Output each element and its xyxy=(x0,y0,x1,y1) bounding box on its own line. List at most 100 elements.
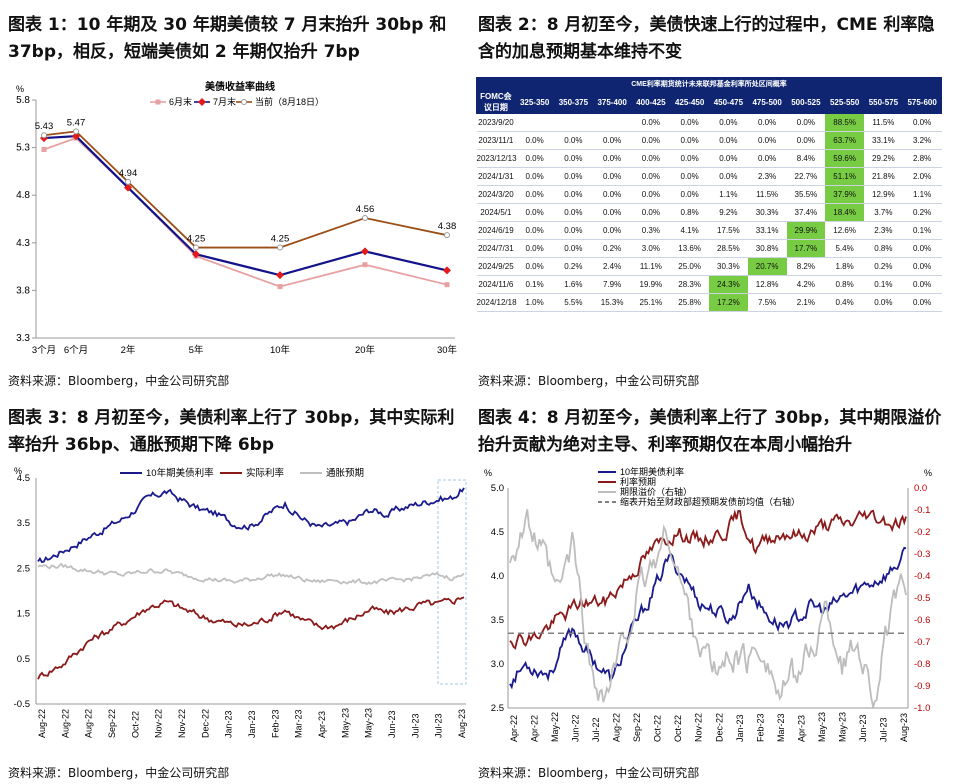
table-cell: 33.1% xyxy=(747,221,787,240)
x-tick-label: Apr-23 xyxy=(796,715,806,742)
x-tick-label: Jan-23 xyxy=(735,714,745,742)
legend-marker xyxy=(198,98,206,106)
table-cell: 13.6% xyxy=(670,239,709,258)
table-cell: 0.0% xyxy=(554,185,593,204)
table-cell: 17.2% xyxy=(709,293,748,312)
y2-tick-label: -0.2 xyxy=(914,527,930,538)
series-line-1 xyxy=(37,596,465,680)
table-row: 2024/6/19 0.0% 0.0% 0.0% 0.3% 4.1% 17.5% 33.1% 2… xyxy=(476,221,942,240)
series-line-0 xyxy=(43,137,448,288)
x-tick-label: Dec-22 xyxy=(714,713,724,742)
data-point xyxy=(192,250,200,259)
legend-label-0: 10年期美债利率 xyxy=(146,467,214,479)
table-cell: 18.4% xyxy=(825,203,864,222)
x-tick-label: Mar-23 xyxy=(776,713,786,742)
table-cell: 0.8% xyxy=(825,275,864,294)
data-point xyxy=(73,128,79,135)
table-cell: 0.2% xyxy=(902,203,942,222)
table-cell: 29.2% xyxy=(864,149,903,168)
column-header: 375-400 xyxy=(592,90,632,114)
x-tick-label: Oct-22 xyxy=(653,715,663,742)
table-cell: 29.9% xyxy=(786,221,826,240)
row-date: 2023/12/13 xyxy=(476,149,517,168)
table-cell: 30.3% xyxy=(709,257,748,276)
x-tick-label: Feb-23 xyxy=(270,709,280,738)
table-row: 2024/11/6 0.1% 1.6% 7.9% 19.9% 28.3% 24.3% 12.8… xyxy=(476,275,942,294)
x-tick-label: 6个月 xyxy=(64,345,88,356)
table-cell: 0.2% xyxy=(864,257,903,276)
table-cell: 28.5% xyxy=(709,239,748,258)
table-cell: 2.3% xyxy=(747,167,787,186)
x-tick-label: May-22 xyxy=(550,712,560,742)
table-cell: 0.0% xyxy=(709,113,748,132)
table-cell: 0.2% xyxy=(554,257,593,276)
table-cell xyxy=(592,113,632,132)
data-point xyxy=(277,244,283,251)
table-cell: 12.8% xyxy=(747,275,787,294)
table-cell: 0.0% xyxy=(747,131,787,150)
x-tick-label: Jul-22 xyxy=(591,717,601,742)
column-header: 575-600 xyxy=(902,90,942,114)
table-cell: 0.0% xyxy=(902,293,942,312)
data-point xyxy=(193,244,199,251)
table-cell xyxy=(515,113,554,132)
data-point xyxy=(124,183,132,192)
table-cell: 2.0% xyxy=(902,167,942,186)
table-cell: 0.0% xyxy=(592,203,632,222)
series-line-0 xyxy=(37,487,465,564)
table-cell: 0.0% xyxy=(670,167,709,186)
table-cell: 3.7% xyxy=(864,203,903,222)
table-cell: 0.0% xyxy=(515,221,554,240)
data-label: 4.56 xyxy=(356,204,375,215)
table-cell: 0.0% xyxy=(592,185,632,204)
x-tick-label: Aug-23 xyxy=(457,709,467,738)
row-date: 2023/9/20 xyxy=(476,113,516,132)
table-cell: 0.0% xyxy=(554,167,593,186)
table-cell: 0.0% xyxy=(515,149,554,168)
table-cell: 0.2% xyxy=(592,239,632,258)
table-cell: 0.0% xyxy=(554,149,593,168)
legend-marker xyxy=(155,99,161,105)
y-axis-unit: % xyxy=(14,466,22,476)
series-line-2 xyxy=(37,562,465,586)
x-tick-label: Aug-22 xyxy=(612,713,622,742)
table-cell xyxy=(554,113,593,132)
panel1-title: 图表 1：10 年期及 30 年期美债较 7 月末抬升 30bp 和 37bp，… xyxy=(8,15,447,62)
table-cell: 25.8% xyxy=(670,293,709,312)
x-tick-label: Jul-23 xyxy=(410,713,420,738)
table-cell: 0.4% xyxy=(825,293,864,312)
chart-title: 美债收益率曲线 xyxy=(205,80,275,93)
data-point xyxy=(361,247,369,256)
y2-tick-label: -0.3 xyxy=(914,549,930,560)
table-cell: 30.8% xyxy=(747,239,787,258)
table-cell: 1.1% xyxy=(709,185,748,204)
table-row: 2024/1/31 0.0% 0.0% 0.0% 0.0% 0.0% 0.0% 2.3% 22.… xyxy=(476,167,942,186)
table-cell: 20.7% xyxy=(747,257,787,276)
table-row: 2024/3/20 0.0% 0.0% 0.0% 0.0% 0.0% 1.1% 11.5% 35… xyxy=(476,185,942,204)
y2-tick-label: -0.5 xyxy=(914,593,930,604)
table-cell: 0.0% xyxy=(515,167,554,186)
table-cell: 0.8% xyxy=(670,203,709,222)
data-label: 4.25 xyxy=(187,234,206,245)
table-cell: 0.0% xyxy=(786,113,826,132)
cme-probability-table: CME利率期货统计未来联邦基金利率所处区间概率 FOMC会议日期 325-350 35… xyxy=(476,77,942,312)
x-tick-label: Jun-22 xyxy=(571,714,581,742)
table-cell: 88.5% xyxy=(825,113,864,132)
table-cell: 11.1% xyxy=(631,257,671,276)
table-row: 2023/9/20 0.0% 0.0% 0.0% 0.0% 0.0% 88.5% 11.5% 0… xyxy=(476,113,942,132)
x-tick-label: Aug-23 xyxy=(899,713,909,742)
data-label: 5.43 xyxy=(35,121,54,132)
y-tick-label: 2.5 xyxy=(491,703,504,714)
y2-axis-unit: % xyxy=(924,468,932,478)
row-date: 2024/11/6 xyxy=(476,275,516,294)
x-tick-label: Jan-23 xyxy=(224,710,234,738)
yield-curve-chart: % 3.3 3.8 4.3 4.8 5.3 5.8 3个月 6个月 2年 5年 10年 20年 30年 美债… xyxy=(16,80,458,356)
series-line-2 xyxy=(509,509,907,708)
table-cell: 1.6% xyxy=(554,275,593,294)
table-cell: 37.9% xyxy=(825,185,864,204)
table-cell: 17.7% xyxy=(786,239,826,258)
column-header: 525-550 xyxy=(824,90,865,114)
table-cell: 0.0% xyxy=(786,131,826,150)
table-cell: 0.0% xyxy=(631,185,671,204)
y2-tick-label: -0.1 xyxy=(914,505,930,516)
